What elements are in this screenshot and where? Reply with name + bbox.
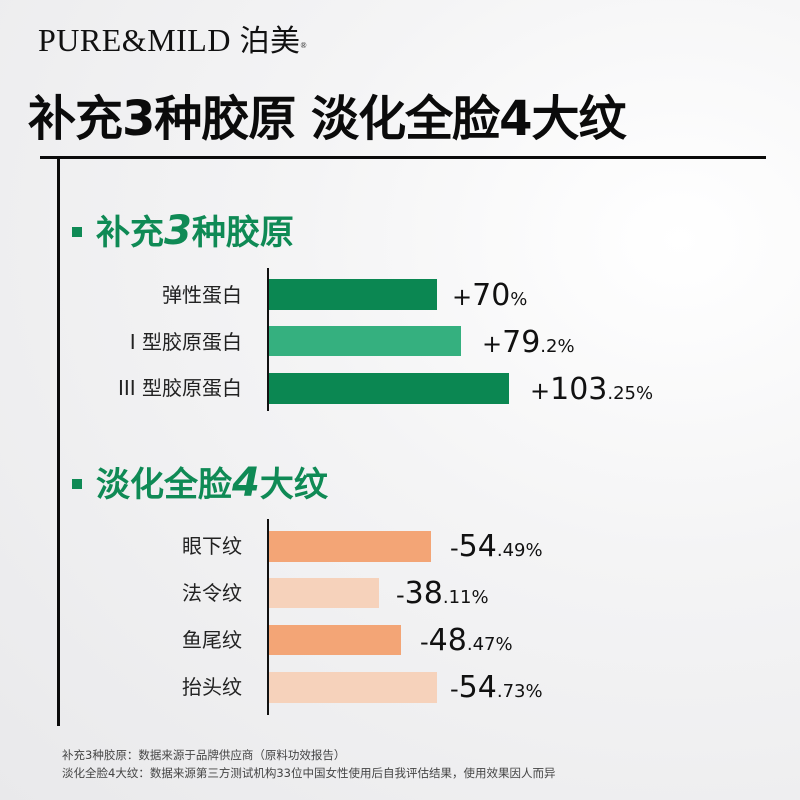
bar-label: 鱼尾纹 <box>182 628 242 652</box>
chart-axis-collagen <box>267 268 269 411</box>
value-label: -48.47% <box>420 623 513 658</box>
bar-label: 眼下纹 <box>182 534 242 558</box>
bullet-icon <box>72 478 82 489</box>
divider-vertical <box>57 156 60 726</box>
section-number: 3 <box>164 208 192 254</box>
bar-collagen-type-1 <box>269 326 461 356</box>
bullet-icon <box>72 226 82 237</box>
bar-label: III 型胶原蛋白 <box>117 376 242 400</box>
section-number: 4 <box>232 460 260 506</box>
brand-name: PURE&MILD <box>38 22 231 58</box>
section-suffix: 种胶原 <box>191 213 294 253</box>
footnote-collagen: 补充3种胶原：数据来源于品牌供应商（原料功效报告） <box>62 748 346 762</box>
bar-label: I 型胶原蛋白 <box>129 330 242 354</box>
bar-under-eye <box>269 531 431 562</box>
brand-cn-name: 泊美 <box>239 24 301 59</box>
bar-label: 抬头纹 <box>182 675 242 699</box>
bar-elastin <box>269 279 437 310</box>
value-label: -54.73% <box>450 670 543 705</box>
value-label: +79.2% <box>482 325 575 360</box>
brand-logo: PURE&MILD 泊美® <box>38 20 307 62</box>
bar-label: 弹性蛋白 <box>162 283 242 307</box>
bar-collagen-type-3 <box>269 373 509 404</box>
section-prefix: 补充 <box>96 213 164 253</box>
bar-label: 法令纹 <box>182 581 242 605</box>
chart-axis-wrinkles <box>267 519 269 715</box>
divider-horizontal <box>40 156 766 159</box>
section-title-collagen: 补充3种胶原 <box>72 206 294 258</box>
value-label: -54.49% <box>450 529 543 564</box>
section-title-wrinkles: 淡化全脸4大纹 <box>72 458 328 510</box>
bar-crows-feet <box>269 625 401 655</box>
section-suffix: 大纹 <box>259 465 328 505</box>
value-label: +103.25% <box>530 372 654 407</box>
registered-mark: ® <box>300 41 308 50</box>
page-title: 补充3种胶原 淡化全脸4大纹 <box>28 91 627 147</box>
value-label: -38.11% <box>396 576 489 611</box>
bar-nasolabial <box>269 578 379 608</box>
section-prefix: 淡化全脸 <box>96 465 232 505</box>
footnote-wrinkles: 淡化全脸4大纹：数据来源第三方测试机构33位中国女性使用后自我评估结果，使用效果… <box>62 766 556 780</box>
value-label: +70% <box>452 278 528 313</box>
bar-forehead <box>269 672 437 703</box>
